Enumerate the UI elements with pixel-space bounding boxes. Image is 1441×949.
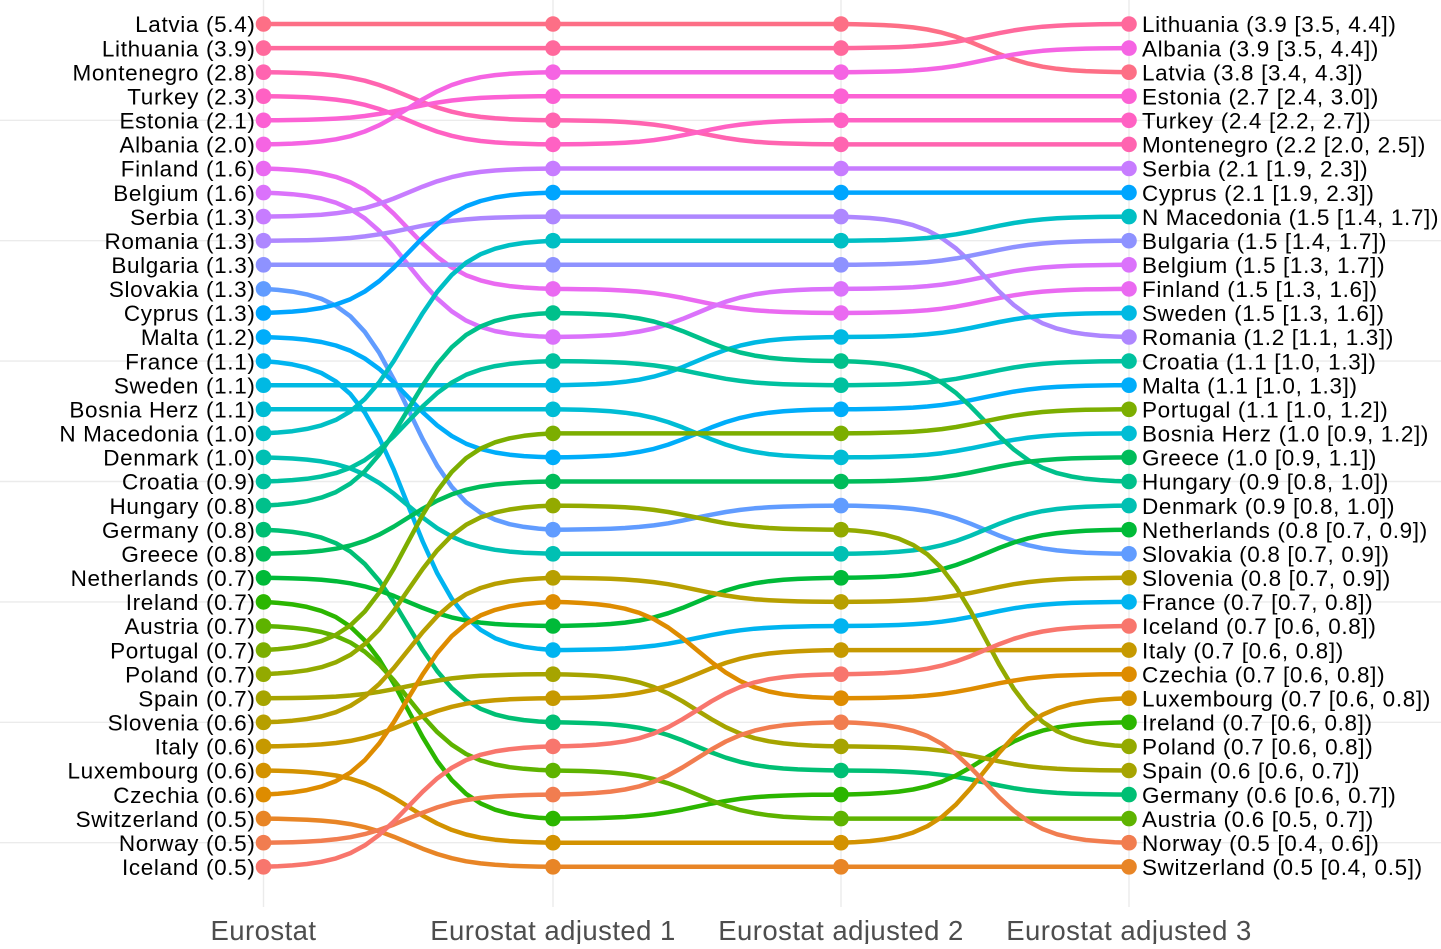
svg-text:Germany (0.8): Germany (0.8) xyxy=(102,518,256,543)
svg-text:Poland (0.7 [0.6, 0.8]): Poland (0.7 [0.6, 0.8]) xyxy=(1142,735,1373,760)
svg-text:Cyprus (1.3): Cyprus (1.3) xyxy=(124,301,256,326)
svg-text:Slovakia (0.8 [0.7, 0.9]): Slovakia (0.8 [0.7, 0.9]) xyxy=(1142,542,1390,567)
svg-text:Norway (0.5 [0.4, 0.6]): Norway (0.5 [0.4, 0.6]) xyxy=(1142,831,1380,856)
svg-text:Sweden (1.1): Sweden (1.1) xyxy=(114,373,256,398)
svg-text:Netherlands (0.8 [0.7, 0.9]): Netherlands (0.8 [0.7, 0.9]) xyxy=(1142,518,1428,543)
svg-text:Hungary (0.8): Hungary (0.8) xyxy=(109,494,255,519)
svg-text:Eurostat adjusted 2: Eurostat adjusted 2 xyxy=(718,915,964,944)
svg-text:Finland (1.5 [1.3, 1.6]): Finland (1.5 [1.3, 1.6]) xyxy=(1142,277,1378,302)
svg-text:Greece (0.8): Greece (0.8) xyxy=(121,542,255,567)
svg-text:Malta (1.1 [1.0, 1.3]): Malta (1.1 [1.0, 1.3]) xyxy=(1142,373,1358,398)
svg-text:Spain (0.7): Spain (0.7) xyxy=(138,686,255,711)
svg-text:Belgium (1.5 [1.3, 1.7]): Belgium (1.5 [1.3, 1.7]) xyxy=(1142,253,1385,278)
svg-text:Croatia (0.9): Croatia (0.9) xyxy=(122,470,256,495)
svg-text:Germany (0.6 [0.6, 0.7]): Germany (0.6 [0.6, 0.7]) xyxy=(1142,783,1396,808)
svg-text:Serbia (1.3): Serbia (1.3) xyxy=(130,205,255,230)
svg-text:Italy (0.7 [0.6, 0.8]): Italy (0.7 [0.6, 0.8]) xyxy=(1142,638,1344,663)
svg-text:Ireland (0.7 [0.6, 0.8]): Ireland (0.7 [0.6, 0.8]) xyxy=(1142,711,1373,736)
svg-text:France (1.1): France (1.1) xyxy=(125,349,255,374)
svg-text:Belgium (1.6): Belgium (1.6) xyxy=(113,181,255,206)
svg-text:Malta (1.2): Malta (1.2) xyxy=(141,325,256,350)
svg-text:Croatia (1.1 [1.0, 1.3]): Croatia (1.1 [1.0, 1.3]) xyxy=(1142,349,1376,374)
svg-text:Cyprus (2.1 [1.9, 2.3]): Cyprus (2.1 [1.9, 2.3]) xyxy=(1142,181,1375,206)
svg-text:Switzerland (0.5): Switzerland (0.5) xyxy=(76,807,256,832)
svg-text:Latvia (5.4): Latvia (5.4) xyxy=(135,12,255,37)
svg-text:Eurostat adjusted 3: Eurostat adjusted 3 xyxy=(1006,915,1252,944)
svg-text:Eurostat: Eurostat xyxy=(210,915,316,944)
svg-text:Italy (0.6): Italy (0.6) xyxy=(155,735,256,760)
svg-text:Romania (1.2 [1.1, 1.3]): Romania (1.2 [1.1, 1.3]) xyxy=(1142,325,1394,350)
svg-text:Bulgaria (1.3): Bulgaria (1.3) xyxy=(111,253,255,278)
svg-text:Portugal (1.1 [1.0, 1.2]): Portugal (1.1 [1.0, 1.2]) xyxy=(1142,398,1388,423)
svg-text:Greece (1.0 [0.9, 1.1]): Greece (1.0 [0.9, 1.1]) xyxy=(1142,446,1377,471)
svg-text:Romania (1.3): Romania (1.3) xyxy=(104,229,255,254)
svg-text:Czechia (0.6): Czechia (0.6) xyxy=(113,783,255,808)
svg-text:Luxembourg (0.7 [0.6, 0.8]): Luxembourg (0.7 [0.6, 0.8]) xyxy=(1142,686,1431,711)
svg-text:Bosnia Herz (1.1): Bosnia Herz (1.1) xyxy=(69,398,255,423)
svg-text:Albania (3.9 [3.5, 4.4]): Albania (3.9 [3.5, 4.4]) xyxy=(1142,36,1379,61)
svg-text:Netherlands (0.7): Netherlands (0.7) xyxy=(71,566,256,591)
svg-text:Lithuania (3.9): Lithuania (3.9) xyxy=(102,36,256,61)
svg-text:Turkey (2.3): Turkey (2.3) xyxy=(127,84,255,109)
svg-text:Bosnia Herz (1.0 [0.9, 1.2]): Bosnia Herz (1.0 [0.9, 1.2]) xyxy=(1142,422,1429,447)
svg-text:Lithuania (3.9 [3.5, 4.4]): Lithuania (3.9 [3.5, 4.4]) xyxy=(1142,12,1397,37)
svg-text:Bulgaria (1.5 [1.4, 1.7]): Bulgaria (1.5 [1.4, 1.7]) xyxy=(1142,229,1387,254)
svg-text:Finland (1.6): Finland (1.6) xyxy=(121,157,256,182)
svg-text:Serbia (2.1 [1.9, 2.3]): Serbia (2.1 [1.9, 2.3]) xyxy=(1142,157,1368,182)
svg-text:Norway (0.5): Norway (0.5) xyxy=(119,831,256,856)
svg-text:Denmark (1.0): Denmark (1.0) xyxy=(103,446,255,471)
svg-text:Slovenia (0.8 [0.7, 0.9]): Slovenia (0.8 [0.7, 0.9]) xyxy=(1142,566,1391,591)
svg-text:N Macedonia (1.5 [1.4, 1.7]): N Macedonia (1.5 [1.4, 1.7]) xyxy=(1142,205,1439,230)
svg-text:Austria (0.7): Austria (0.7) xyxy=(125,614,256,639)
svg-text:Denmark (0.9 [0.8, 1.0]): Denmark (0.9 [0.8, 1.0]) xyxy=(1142,494,1395,519)
svg-text:Sweden (1.5 [1.3, 1.6]): Sweden (1.5 [1.3, 1.6]) xyxy=(1142,301,1385,326)
svg-text:Latvia (3.8 [3.4, 4.3]): Latvia (3.8 [3.4, 4.3]) xyxy=(1142,60,1363,85)
svg-text:Poland (0.7): Poland (0.7) xyxy=(125,662,255,687)
svg-text:N Macedonia (1.0): N Macedonia (1.0) xyxy=(59,422,255,447)
svg-text:Austria (0.6 [0.5, 0.7]): Austria (0.6 [0.5, 0.7]) xyxy=(1142,807,1374,832)
svg-text:Slovakia (1.3): Slovakia (1.3) xyxy=(109,277,256,302)
svg-text:Turkey (2.4 [2.2, 2.7]): Turkey (2.4 [2.2, 2.7]) xyxy=(1142,109,1371,134)
svg-text:Portugal (0.7): Portugal (0.7) xyxy=(110,638,255,663)
svg-text:Estonia (2.7 [2.4, 3.0]): Estonia (2.7 [2.4, 3.0]) xyxy=(1142,84,1379,109)
svg-text:Ireland (0.7): Ireland (0.7) xyxy=(126,590,256,615)
svg-text:Iceland (0.7 [0.6, 0.8]): Iceland (0.7 [0.6, 0.8]) xyxy=(1142,614,1376,639)
svg-text:Czechia (0.7 [0.6, 0.8]): Czechia (0.7 [0.6, 0.8]) xyxy=(1142,662,1385,687)
svg-text:Albania (2.0): Albania (2.0) xyxy=(119,133,255,158)
svg-text:Montenegro (2.8): Montenegro (2.8) xyxy=(73,60,256,85)
svg-text:Estonia (2.1): Estonia (2.1) xyxy=(119,109,255,134)
svg-text:Luxembourg (0.6): Luxembourg (0.6) xyxy=(68,759,256,784)
svg-text:Switzerland (0.5 [0.4, 0.5]): Switzerland (0.5 [0.4, 0.5]) xyxy=(1142,855,1423,880)
svg-text:Slovenia (0.6): Slovenia (0.6) xyxy=(108,711,256,736)
svg-text:Eurostat adjusted 1: Eurostat adjusted 1 xyxy=(430,915,676,944)
svg-text:Iceland (0.5): Iceland (0.5) xyxy=(122,855,256,880)
svg-text:France (0.7 [0.7, 0.8]): France (0.7 [0.7, 0.8]) xyxy=(1142,590,1373,615)
svg-text:Hungary (0.9 [0.8, 1.0]): Hungary (0.9 [0.8, 1.0]) xyxy=(1142,470,1389,495)
svg-text:Spain (0.6 [0.6, 0.7]): Spain (0.6 [0.6, 0.7]) xyxy=(1142,759,1360,784)
svg-text:Montenegro (2.2 [2.0, 2.5]): Montenegro (2.2 [2.0, 2.5]) xyxy=(1142,133,1426,158)
